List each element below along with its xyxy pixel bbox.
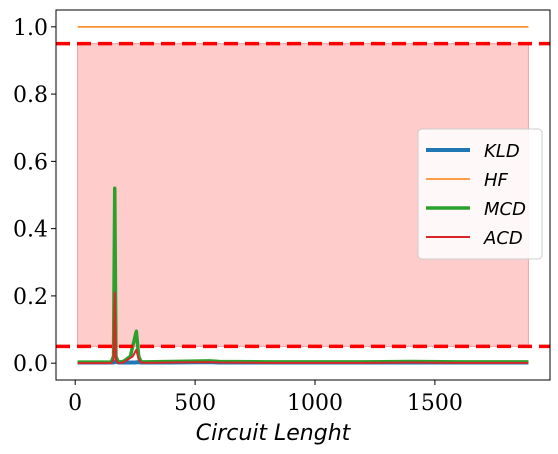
- y-tick-label: 0.2: [13, 285, 48, 310]
- legend-box: [417, 128, 543, 260]
- y-tick-label: 0.8: [13, 83, 48, 108]
- y-tick-label: 0.0: [13, 352, 48, 377]
- x-tick-label: 500: [174, 391, 216, 416]
- y-tick-label: 1.0: [13, 16, 48, 41]
- x-tick-label: 1500: [407, 391, 463, 416]
- legend-label-kld: KLD: [484, 141, 520, 162]
- x-axis-label: Circuit Lenght: [196, 421, 352, 446]
- y-tick-label: 0.4: [13, 218, 48, 243]
- axes: 0 500 1000 1500 0.0 0.2 0.4 0.6 0.8 1.0 Circuit Le…: [13, 9, 551, 446]
- legend: KLD HF MCD ACD: [417, 128, 543, 260]
- x-tick-label: 0: [68, 391, 82, 416]
- legend-label-acd: ACD: [483, 228, 523, 249]
- x-tick-label: 1000: [287, 391, 343, 416]
- legend-label-hf: HF: [484, 170, 509, 191]
- legend-label-mcd: MCD: [484, 199, 526, 220]
- y-tick-label: 0.6: [13, 150, 48, 175]
- series-line-acd: [77, 291, 529, 365]
- series-line-mcd: [77, 186, 529, 364]
- axes-frame: [55, 9, 551, 381]
